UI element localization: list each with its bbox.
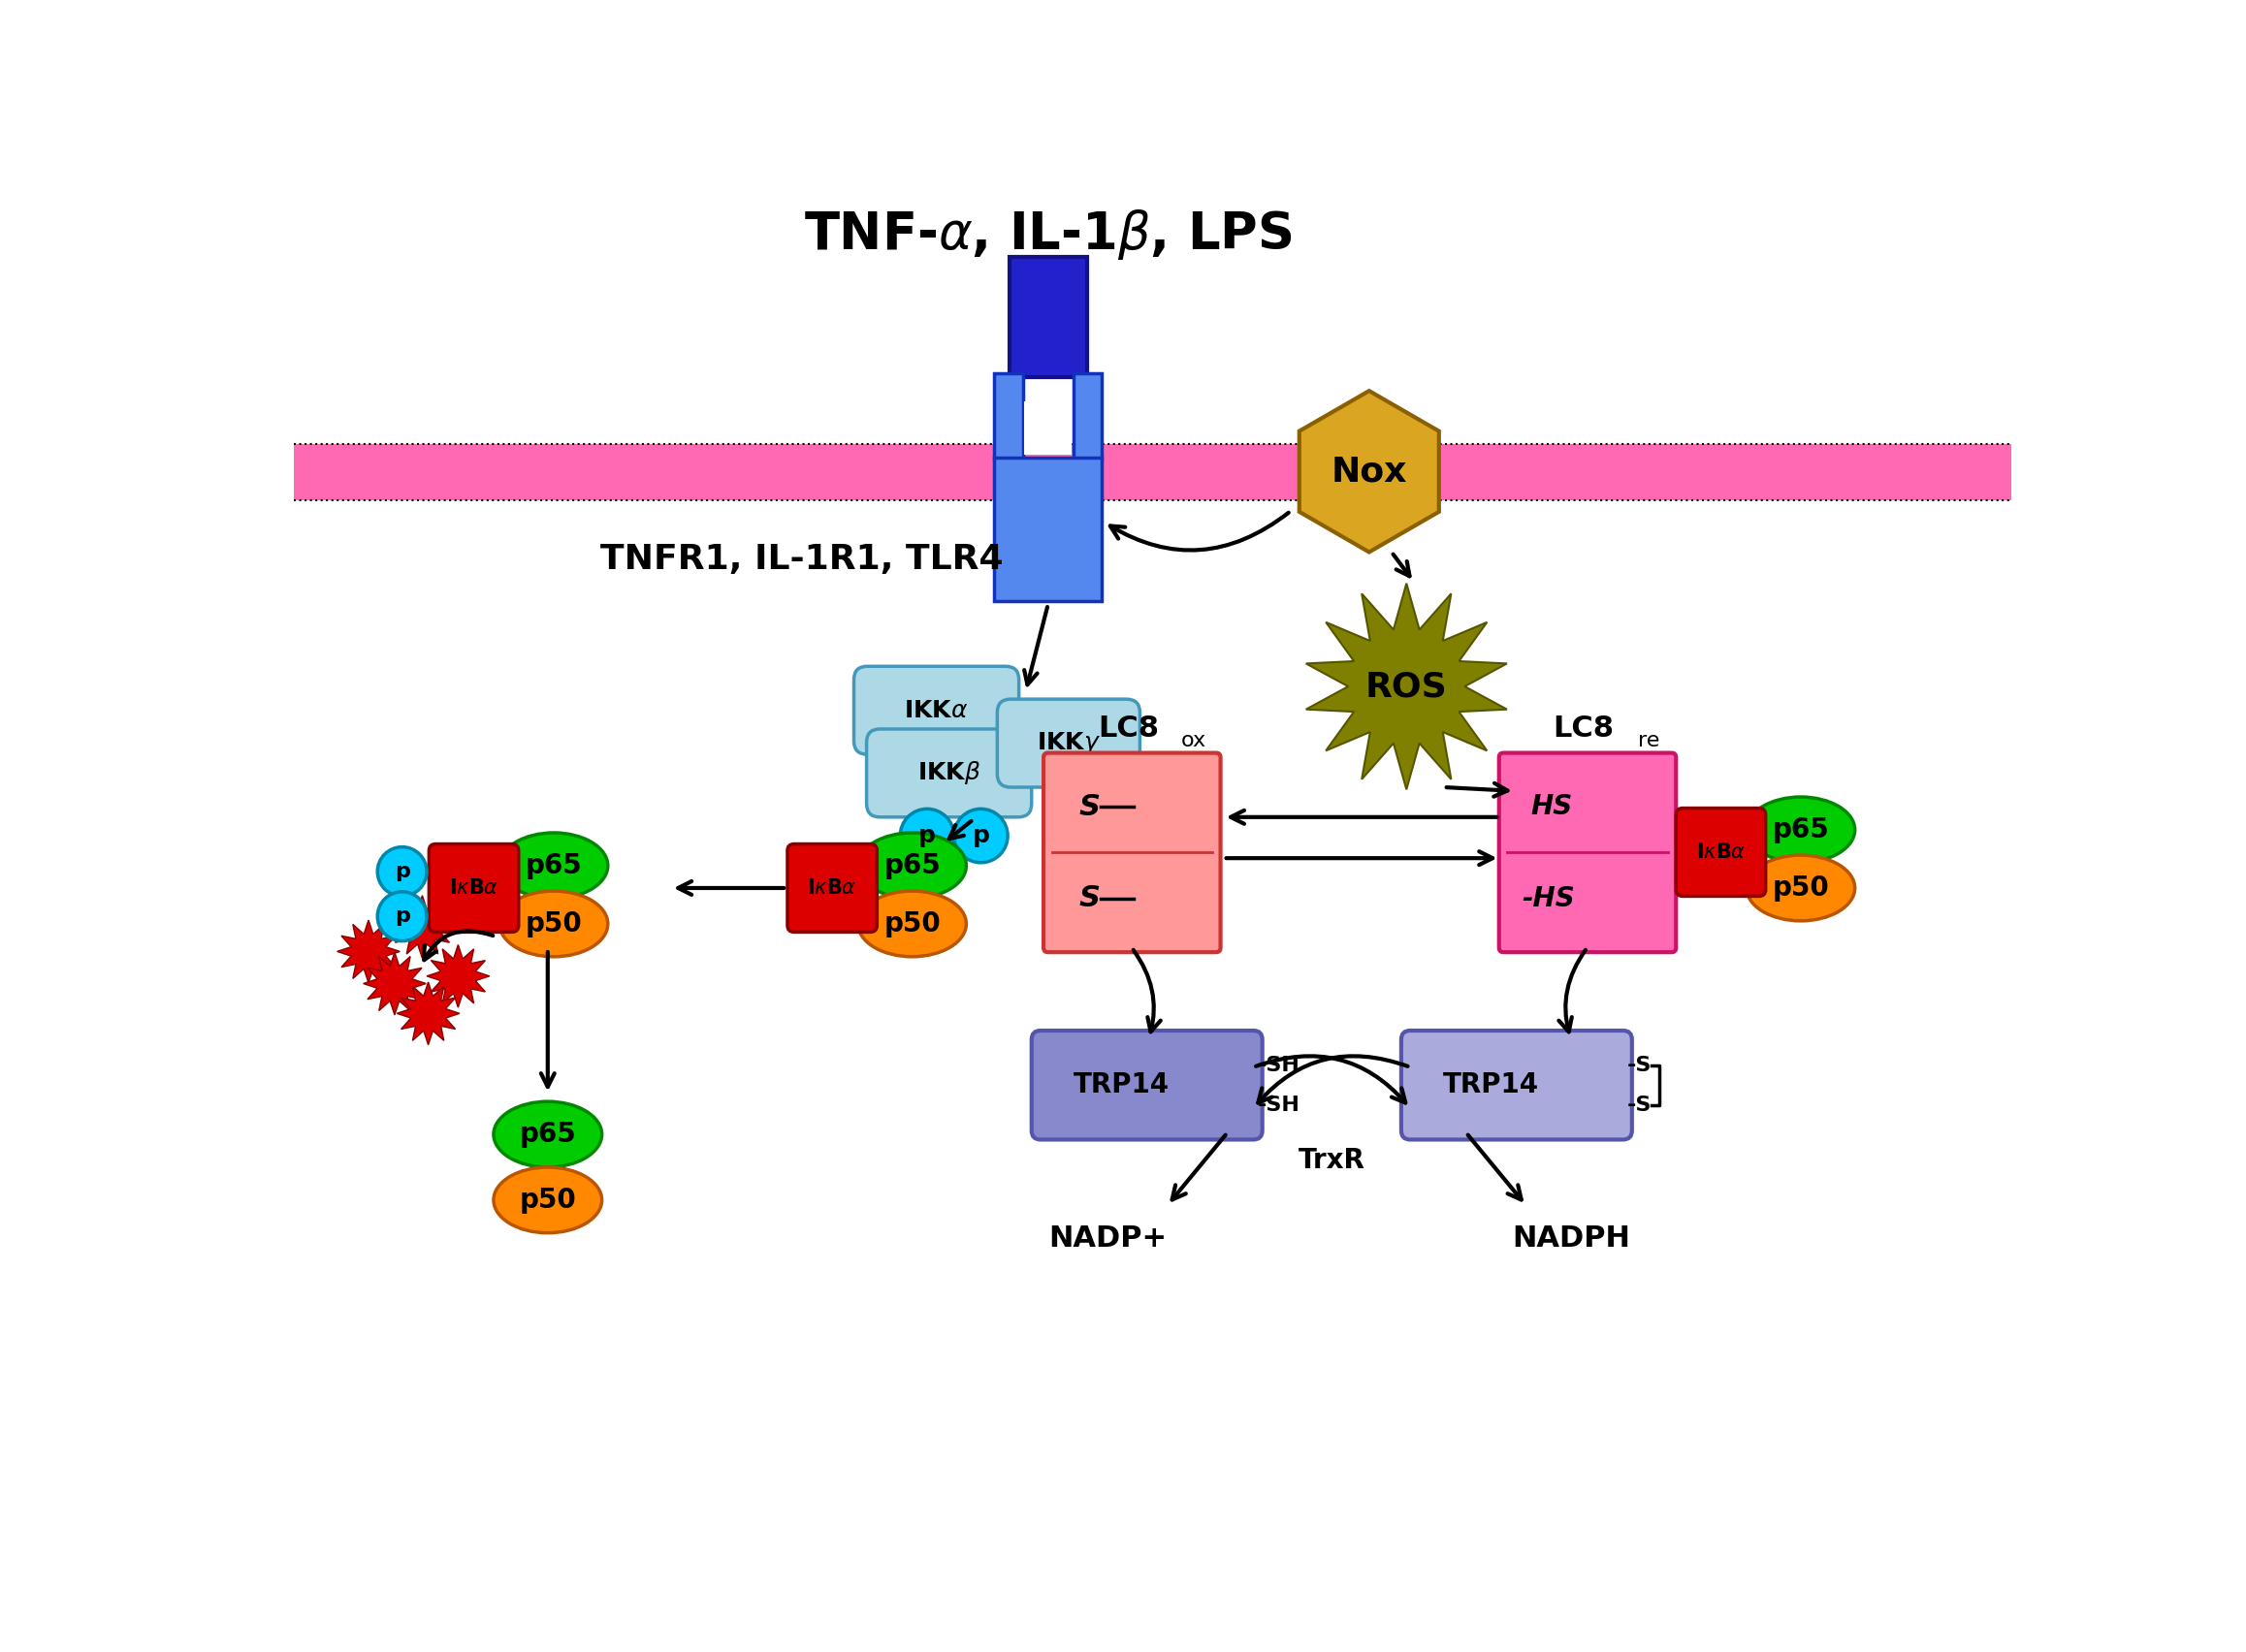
- Polygon shape: [391, 895, 454, 958]
- Text: TrxR: TrxR: [1298, 1146, 1366, 1175]
- Text: ROS: ROS: [1366, 671, 1449, 704]
- Bar: [995, 458, 1103, 601]
- Text: Nox: Nox: [1332, 454, 1408, 487]
- Text: TNFR1, IL-1R1, TLR4: TNFR1, IL-1R1, TLR4: [600, 544, 1004, 577]
- Circle shape: [955, 809, 1008, 862]
- Text: p65: p65: [883, 852, 941, 879]
- Bar: [995, 373, 1022, 459]
- FancyBboxPatch shape: [1498, 753, 1676, 952]
- FancyBboxPatch shape: [1031, 1031, 1262, 1140]
- Ellipse shape: [499, 890, 609, 957]
- Text: S: S: [1078, 884, 1101, 912]
- Text: NADPH: NADPH: [1512, 1224, 1631, 1252]
- Ellipse shape: [858, 890, 966, 957]
- Text: I$\kappa$B$\alpha$: I$\kappa$B$\alpha$: [1696, 843, 1745, 862]
- Text: re: re: [1637, 732, 1660, 750]
- Text: IKK$\alpha$: IKK$\alpha$: [903, 699, 968, 722]
- Text: p50: p50: [1772, 874, 1828, 902]
- Text: IKK$\gamma$: IKK$\gamma$: [1038, 730, 1101, 757]
- Text: -SH: -SH: [1258, 1095, 1300, 1115]
- Polygon shape: [427, 945, 490, 1008]
- Text: p65: p65: [1772, 816, 1828, 844]
- Polygon shape: [398, 981, 460, 1044]
- FancyBboxPatch shape: [788, 844, 876, 932]
- Text: TRP14: TRP14: [1442, 1072, 1539, 1099]
- Text: p: p: [973, 824, 990, 847]
- FancyBboxPatch shape: [1676, 808, 1765, 897]
- FancyBboxPatch shape: [853, 666, 1020, 755]
- Text: p50: p50: [883, 910, 941, 937]
- Ellipse shape: [1747, 796, 1855, 862]
- Text: ox: ox: [1181, 732, 1206, 750]
- Bar: [1074, 373, 1103, 459]
- Text: p65: p65: [519, 1120, 577, 1148]
- Bar: [294, 444, 2012, 501]
- Text: TRP14: TRP14: [1074, 1072, 1170, 1099]
- Text: LC8: LC8: [1098, 715, 1159, 743]
- Polygon shape: [1298, 392, 1440, 552]
- Ellipse shape: [494, 1102, 602, 1168]
- Ellipse shape: [494, 1168, 602, 1232]
- FancyBboxPatch shape: [429, 844, 519, 932]
- Polygon shape: [337, 920, 400, 983]
- Text: HS: HS: [1532, 793, 1572, 821]
- Text: p50: p50: [519, 1186, 577, 1214]
- Text: p: p: [395, 907, 409, 927]
- FancyBboxPatch shape: [1402, 1031, 1633, 1140]
- Circle shape: [377, 847, 427, 897]
- Circle shape: [377, 892, 427, 942]
- Text: -SH: -SH: [1258, 1056, 1300, 1075]
- Bar: [1024, 401, 1071, 454]
- FancyBboxPatch shape: [867, 729, 1031, 818]
- Text: p65: p65: [526, 852, 582, 879]
- Text: NADP+: NADP+: [1049, 1224, 1168, 1252]
- Text: S: S: [1078, 793, 1101, 821]
- Bar: [1008, 258, 1087, 377]
- Text: p: p: [395, 862, 409, 881]
- Text: I$\kappa$B$\alpha$: I$\kappa$B$\alpha$: [806, 879, 858, 897]
- Text: p: p: [919, 824, 937, 847]
- Text: -HS: -HS: [1523, 885, 1574, 912]
- Ellipse shape: [1747, 856, 1855, 920]
- Text: LC8: LC8: [1554, 715, 1615, 743]
- Text: TNF-$\alpha$, IL-1$\beta$, LPS: TNF-$\alpha$, IL-1$\beta$, LPS: [804, 208, 1291, 263]
- Text: -S: -S: [1626, 1095, 1651, 1115]
- Text: -S: -S: [1626, 1056, 1651, 1075]
- Text: p50: p50: [526, 910, 582, 937]
- FancyBboxPatch shape: [1044, 753, 1220, 952]
- Circle shape: [901, 809, 955, 862]
- Text: IKK$\beta$: IKK$\beta$: [916, 760, 979, 786]
- FancyBboxPatch shape: [997, 699, 1141, 788]
- Ellipse shape: [499, 833, 609, 899]
- Polygon shape: [1305, 583, 1507, 790]
- Ellipse shape: [858, 833, 966, 899]
- Text: I$\kappa$B$\alpha$: I$\kappa$B$\alpha$: [449, 879, 499, 897]
- Polygon shape: [364, 952, 427, 1014]
